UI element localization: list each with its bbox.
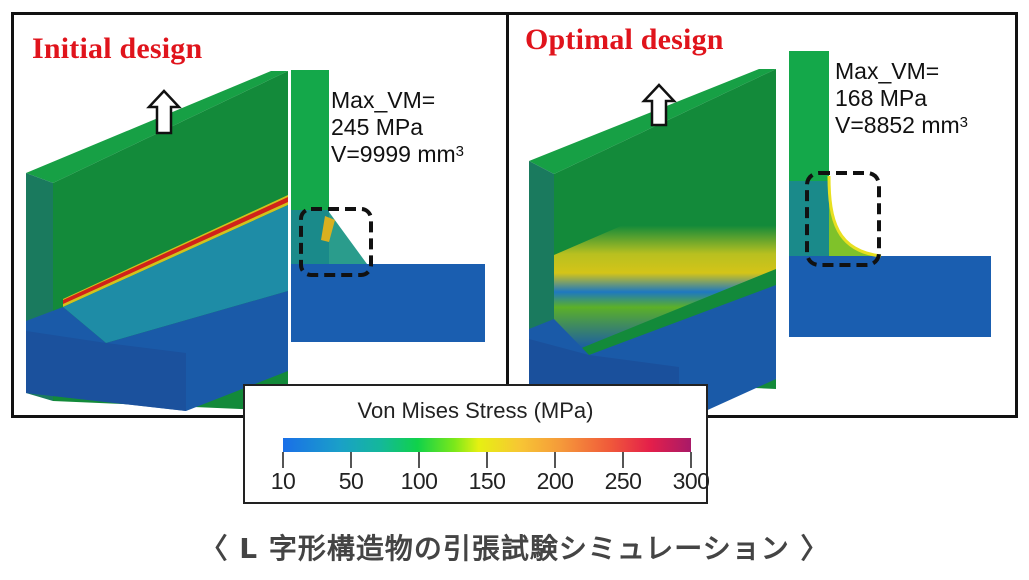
legend-tick: [282, 452, 284, 468]
figure-caption: 〈 L 字形構造物の引張試験シミュレーション 〉: [199, 532, 830, 565]
optimal-stress-band: [554, 159, 776, 349]
initial-volume-value: V=9999 mm: [331, 141, 456, 167]
optimal-3d-model: [529, 69, 776, 423]
initial-chamfer-face: [63, 205, 288, 343]
legend-tick: [418, 452, 420, 468]
up-arrow-icon: [146, 89, 182, 135]
optimal-highlight-box: [805, 171, 881, 267]
color-bar: [283, 438, 691, 452]
up-arrow-icon: [641, 83, 677, 127]
optimal-fillet-section: [829, 176, 881, 256]
legend-tick: [486, 452, 488, 468]
initial-hotspot: [321, 216, 335, 242]
legend-tick: [554, 452, 556, 468]
initial-base-bottom: [26, 331, 186, 411]
legend-tick-label: 10: [270, 468, 296, 494]
initial-volume-exponent: 3: [455, 143, 464, 160]
legend-tick-label: 200: [536, 468, 574, 494]
optimal-max-vm-label: Max_VM=: [835, 58, 940, 84]
initial-highlight-box: [299, 207, 373, 277]
initial-section-horizontal: [291, 264, 485, 342]
legend-tick: [350, 452, 352, 468]
initial-3d-model: [26, 71, 288, 411]
legend-tick-label: 150: [468, 468, 506, 494]
optimal-volume-exponent: 3: [959, 114, 968, 131]
initial-design-title: Initial design: [32, 32, 203, 65]
initial-2d-section: [291, 70, 485, 342]
initial-annotation: Max_VM= 245 MPa V=9999 mm3: [331, 87, 464, 168]
legend-tick-label: 100: [400, 468, 438, 494]
legend-tick-label: 250: [604, 468, 642, 494]
optimal-2d-section: [789, 51, 991, 337]
legend-tick-label: 300: [672, 468, 710, 494]
optimal-design-title: Optimal design: [525, 23, 724, 56]
optimal-max-vm-value: 168 MPa: [835, 85, 928, 111]
initial-chamfer-section: [329, 212, 367, 264]
legend-tick: [690, 452, 692, 468]
optimal-annotation: Max_VM= 168 MPa V=8852 mm3: [835, 58, 968, 139]
initial-design-panel: Initial design: [11, 12, 509, 418]
legend-tick: [622, 452, 624, 468]
optimal-fillet-edge: [827, 175, 882, 258]
optimal-design-panel: Optimal design Max_VM=: [506, 12, 1018, 423]
optimal-volume-value: V=8852 mm: [835, 112, 960, 138]
color-legend: Von Mises Stress (MPa) 10 50 100 150 200 250 3…: [243, 384, 710, 504]
initial-stress-band-core: [63, 197, 288, 304]
optimal-volume: V=8852 mm3: [835, 112, 968, 139]
initial-volume: V=9999 mm3: [331, 141, 464, 168]
legend-tick-label: 50: [338, 468, 364, 494]
optimal-section-horizontal: [789, 256, 991, 337]
legend-title: Von Mises Stress (MPa): [357, 398, 594, 423]
initial-max-vm-label: Max_VM=: [331, 87, 436, 113]
initial-max-vm-value: 245 MPa: [331, 114, 424, 140]
legend-ticks: [282, 452, 692, 468]
